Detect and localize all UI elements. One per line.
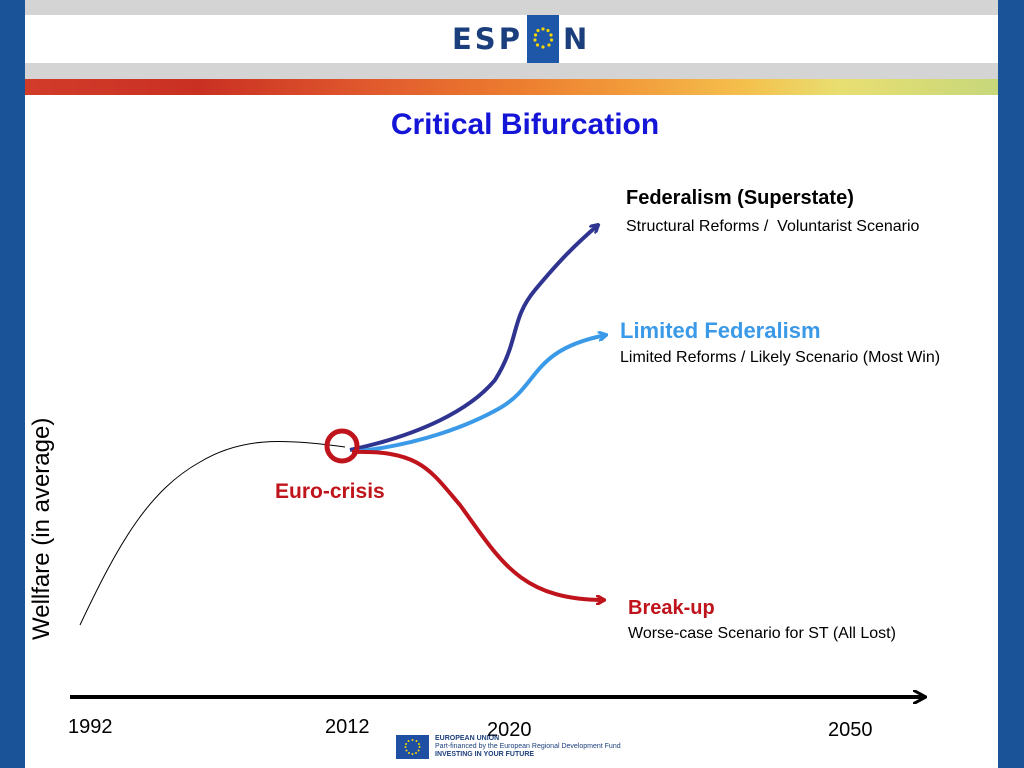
page-title: Critical Bifurcation [390,108,660,141]
left-sidebar [0,0,25,768]
map-strip-banner [25,79,998,95]
eu-footer-line1: EUROPEAN UNION [435,735,500,742]
federalism-arrow [349,225,598,452]
limited-federalism-subtitle: Limited Reforms / Likely Scenario (Most … [620,349,941,366]
eu-footer-line2: Part-financed by the European Regional D… [435,743,621,750]
welfare-curve [79,440,346,626]
break-up-arrow [351,449,604,600]
eu-footer-text: EUROPEAN UNION Part-financed by the Euro… [435,735,621,759]
federalism-title: Federalism (Superstate) [626,187,854,209]
eu-footer-line3: INVESTING IN YOUR FUTURE [435,751,535,758]
eu-footer: EUROPEAN UNION Part-financed by the Euro… [396,735,621,759]
break-up-subtitle: Worse-case Scenario for ST (All Lost) [628,625,896,642]
logo-text-right: N [562,22,591,56]
header-band-bottom [25,63,998,79]
eu-flag-icon [396,735,429,759]
federalism-subtitle: Structural Reforms / Voluntarist Scenari… [626,218,920,235]
year-2012: 2012 [325,716,370,738]
right-sidebar [998,0,1024,768]
year-1992: 1992 [68,716,113,738]
year-2050: 2050 [828,719,873,741]
limited-federalism-title: Limited Federalism [620,318,821,343]
header-band-top [25,0,998,15]
logo-text-left: ESP [452,22,523,56]
year-2020: 2020 [487,719,532,741]
espon-logo: ESP N [452,14,590,64]
break-up-title: Break-up [628,597,715,619]
limited-federalism-arrow [351,335,606,454]
euro-crisis-label: Euro-crisis [275,480,385,503]
eu-stars-icon [526,15,559,63]
euro-crisis-marker [324,428,360,464]
y-axis-label: Wellfare (in average) [28,417,55,640]
